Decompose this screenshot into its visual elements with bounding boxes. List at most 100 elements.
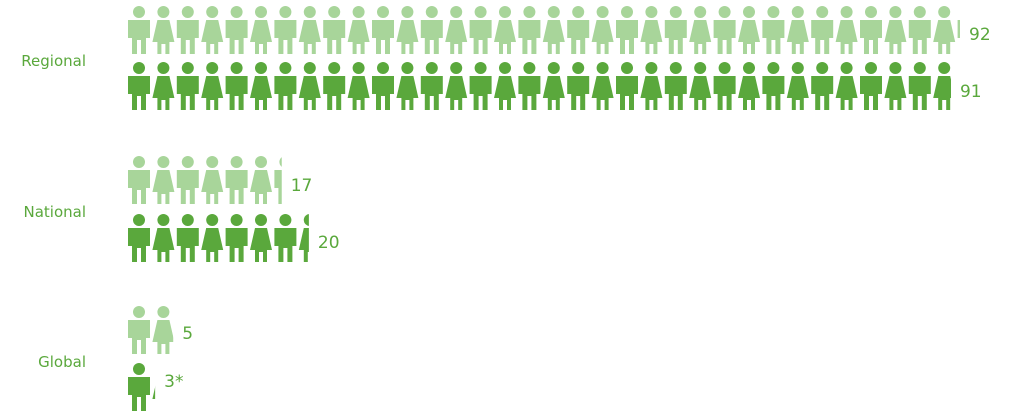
male-person-icon <box>762 62 785 110</box>
value-label-national-light: 17 <box>291 176 313 196</box>
category-label-regional: Regional <box>21 52 86 70</box>
male-person-icon <box>274 214 297 262</box>
female-person-icon <box>152 214 175 262</box>
male-person-icon <box>518 62 541 110</box>
female-person-icon <box>884 62 907 110</box>
male-person-icon <box>811 6 834 54</box>
icon-row-national-dark <box>128 214 309 262</box>
male-person-icon <box>176 6 199 54</box>
male-person-icon <box>274 6 297 54</box>
female-person-icon <box>689 6 712 54</box>
male-person-icon <box>176 156 199 204</box>
category-label-global: Global <box>38 353 86 371</box>
male-person-icon <box>274 62 297 110</box>
male-person-icon <box>908 6 931 54</box>
female-person-icon <box>835 62 858 110</box>
value-label-national-dark: 20 <box>318 233 340 253</box>
female-person-icon <box>640 62 663 110</box>
value-label-regional-light: 92 <box>969 25 991 45</box>
icon-row-global-light <box>128 306 174 354</box>
female-person-icon <box>347 62 370 110</box>
female-person-icon <box>201 214 224 262</box>
female-person-icon <box>250 62 272 110</box>
male-person-icon <box>372 6 394 54</box>
male-person-icon <box>860 62 882 110</box>
female-person-icon <box>250 156 272 204</box>
male-person-icon <box>128 6 150 54</box>
male-person-icon <box>664 62 687 110</box>
female-person-icon <box>786 62 809 110</box>
male-person-icon <box>128 363 150 411</box>
icon-row-global-dark <box>128 363 156 411</box>
female-person-icon <box>933 62 951 110</box>
value-label-regional-dark: 91 <box>960 82 982 102</box>
male-person-icon <box>908 62 931 110</box>
male-person-icon <box>128 306 150 354</box>
female-person-icon <box>542 6 565 54</box>
category-label-national: National <box>23 203 86 221</box>
female-person-icon <box>347 6 370 54</box>
female-person-icon <box>298 6 321 54</box>
male-person-icon <box>225 62 248 110</box>
female-person-icon <box>298 62 321 110</box>
category-global: Global 5 3* <box>38 306 193 411</box>
male-person-icon <box>225 214 248 262</box>
female-person-icon <box>445 6 468 54</box>
female-person-icon <box>542 62 565 110</box>
category-national: National 17 20 <box>23 156 340 262</box>
male-person-icon <box>567 62 590 110</box>
male-person-icon <box>372 62 394 110</box>
value-label-global-light: 5 <box>182 324 193 344</box>
male-person-icon <box>128 214 150 262</box>
female-person-icon <box>152 386 156 399</box>
female-person-icon <box>396 6 419 54</box>
male-person-icon <box>567 6 590 54</box>
male-person-icon <box>860 6 882 54</box>
female-person-icon <box>494 62 516 110</box>
male-person-icon <box>469 6 492 54</box>
male-person-icon <box>616 6 638 54</box>
male-person-icon <box>762 6 785 54</box>
female-person-icon <box>835 6 858 54</box>
male-person-icon <box>128 62 150 110</box>
female-person-icon <box>250 214 272 262</box>
icon-row-regional-dark <box>128 62 951 110</box>
male-person-icon <box>713 62 736 110</box>
category-regional: Regional 92 91 <box>21 6 991 110</box>
male-person-icon <box>957 20 961 38</box>
value-label-global-dark: 3* <box>164 372 183 392</box>
female-person-icon <box>689 62 712 110</box>
male-person-icon <box>323 6 346 54</box>
female-person-icon <box>640 6 663 54</box>
male-person-icon <box>176 62 199 110</box>
female-person-icon <box>591 6 614 54</box>
male-person-icon <box>420 6 443 54</box>
male-person-icon <box>323 62 346 110</box>
male-person-icon <box>225 156 248 204</box>
female-person-icon <box>884 6 907 54</box>
female-person-icon <box>591 62 614 110</box>
female-person-icon <box>201 62 224 110</box>
female-person-icon <box>786 6 809 54</box>
female-person-icon <box>396 62 419 110</box>
female-person-icon <box>250 6 272 54</box>
male-person-icon <box>176 214 199 262</box>
female-person-icon <box>738 6 760 54</box>
male-person-icon <box>616 62 638 110</box>
female-person-icon <box>738 62 760 110</box>
female-person-icon <box>201 156 224 204</box>
male-person-icon <box>469 62 492 110</box>
female-person-icon <box>445 62 468 110</box>
male-person-icon <box>518 6 541 54</box>
female-person-icon <box>152 156 175 204</box>
female-person-icon <box>152 306 174 354</box>
male-person-icon <box>811 62 834 110</box>
male-person-icon <box>664 6 687 54</box>
male-person-icon <box>274 157 282 204</box>
male-person-icon <box>128 156 150 204</box>
icon-row-regional-light <box>128 6 961 54</box>
male-person-icon <box>225 6 248 54</box>
female-person-icon <box>933 6 956 54</box>
male-person-icon <box>420 62 443 110</box>
